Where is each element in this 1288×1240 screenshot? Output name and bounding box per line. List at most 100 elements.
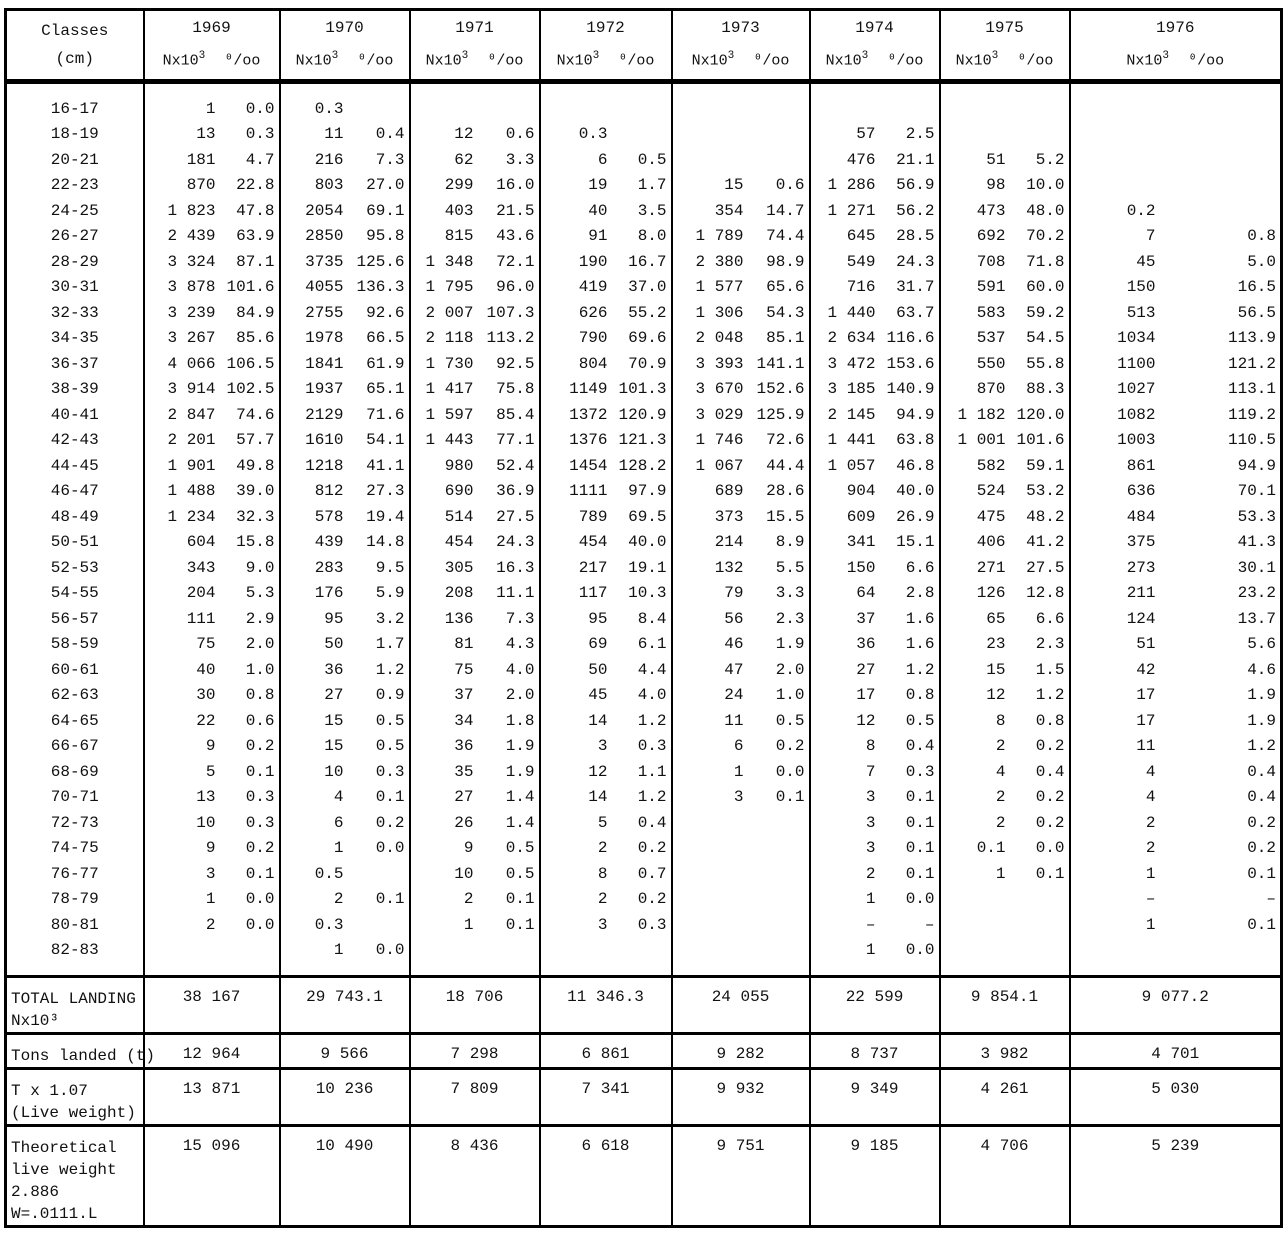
permil-cell: 0.1 — [775, 788, 805, 807]
count-cell: 62 — [408, 147, 478, 173]
table-row: 54-55 204 5.3 176 5.9 208 11.1 117 10.3 79 3.3 64 2.… — [6, 580, 1282, 606]
count-cell: 69 — [538, 631, 612, 657]
count-cell: 3 878 — [142, 274, 220, 300]
permil-cell — [348, 912, 410, 938]
permil-cell: 16.0 — [496, 176, 535, 195]
count-cell: 609 — [808, 504, 880, 530]
table-row: 72-73 10 0.3 6 0.2 26 1.4 5 0.4 3 0.1 2 0.2 2 0.2 — [6, 810, 1282, 836]
permil-cell: 0.3 — [245, 125, 275, 144]
permil-cell: 0.4 — [1035, 762, 1065, 781]
permil-cell: 63.9 — [236, 227, 275, 246]
permil-cell — [1160, 96, 1282, 122]
count-cell: 117 — [538, 580, 612, 606]
count-cell: 1 — [670, 759, 748, 785]
permil-cell: 85.6 — [236, 329, 275, 348]
count-cell: 790 — [538, 325, 612, 351]
permil-cell: 9.0 — [245, 558, 275, 577]
permil-cell — [748, 147, 810, 173]
count-cell: 208 — [408, 580, 478, 606]
permil-cell: 5.0 — [1247, 252, 1276, 271]
count-cell: 1 286 — [808, 172, 880, 198]
count-cell: 1 — [408, 912, 478, 938]
permil-cell: 56.5 — [1237, 303, 1276, 322]
count-cell: 124 — [1068, 606, 1160, 632]
permil-cell — [1160, 173, 1282, 199]
table-row: 40-41 2 847 74.6 2129 71.6 1 597 85.4 1372 120.9… — [6, 402, 1282, 428]
permil-cell: 41.1 — [366, 456, 405, 475]
count-cell: 514 — [408, 504, 478, 530]
permil-cell: 120.9 — [618, 405, 667, 424]
count-cell: 1 441 — [808, 427, 880, 453]
count-cell: 7 — [808, 759, 880, 785]
permil-cell: 16.7 — [628, 252, 667, 271]
permil-cell: 4.0 — [637, 686, 667, 705]
permil-cell: 1.2 — [375, 660, 405, 679]
class-cell: 46-47 — [50, 482, 99, 501]
permil-cell: 1.9 — [505, 737, 535, 756]
permil-cell: 87.1 — [236, 252, 275, 271]
count-cell: 1372 — [538, 402, 612, 428]
permil-cell: 0.8 — [245, 686, 275, 705]
permil-cell: 1.9 — [775, 635, 805, 654]
permil-cell: 59.1 — [1026, 456, 1065, 475]
summary-label-line: 2.886 — [11, 1183, 60, 1201]
class-cell: 44-45 — [50, 456, 99, 475]
permil-cell: 0.4 — [1247, 788, 1276, 807]
count-cell: 35 — [408, 759, 478, 785]
permil-cell — [220, 938, 280, 964]
summary-label-line: Tons landed (t) — [11, 1047, 156, 1065]
permil-cell: 1.7 — [637, 176, 667, 195]
permil-label: ⁰/oo — [224, 52, 261, 70]
table-row: 28-29 3 324 87.1 3735 125.6 1 348 72.1 190 16.7 2… — [6, 249, 1282, 275]
count-cell: 1 182 — [938, 402, 1010, 428]
permil-cell: 92.6 — [366, 303, 405, 322]
count-cell — [670, 810, 748, 836]
count-cell: 1003 — [1068, 427, 1160, 453]
count-cell: 5 — [538, 810, 612, 836]
permil-cell: 74.4 — [766, 227, 805, 246]
permil-cell: 46.8 — [896, 456, 935, 475]
count-cell: 789 — [538, 504, 612, 530]
count-cell: 15 — [670, 172, 748, 198]
count-cell: 1 443 — [408, 427, 478, 453]
permil-cell: 0.0 — [1035, 839, 1065, 858]
permil-cell: 16.5 — [1237, 278, 1276, 297]
permil-cell: 0.4 — [637, 813, 667, 832]
count-cell: 3 670 — [670, 376, 748, 402]
class-cell: 32-33 — [50, 303, 99, 322]
count-cell: 26 — [408, 810, 478, 836]
count-cell: 2 847 — [142, 402, 220, 428]
class-cell: 40-41 — [50, 405, 99, 424]
table-row: 64-65 22 0.6 15 0.5 34 1.8 14 1.2 11 0.5 12 0.5 8 0.8 1… — [6, 708, 1282, 734]
permil-cell: 11.1 — [496, 584, 535, 603]
count-cell: 1 577 — [670, 274, 748, 300]
count-cell: 3 914 — [142, 376, 220, 402]
permil-cell: 0.1 — [245, 864, 275, 883]
table-row: 76-77 3 0.1 0.5 10 0.5 8 0.7 2 0.1 1 0.1 1 0.1 — [6, 861, 1282, 887]
count-cell: 34 — [408, 708, 478, 734]
permil-cell: 1.0 — [245, 660, 275, 679]
count-cell: 204 — [142, 580, 220, 606]
permil-cell: 101.6 — [1016, 431, 1065, 450]
permil-cell: 31.7 — [896, 278, 935, 297]
summary-value: 9 077.2 — [1068, 975, 1282, 1034]
class-cell: 20-21 — [50, 150, 99, 169]
table-row: 44-45 1 901 49.8 1218 41.1 980 52.4 1454 128.2 1 … — [6, 453, 1282, 479]
summary-value: 5 030 — [1068, 1067, 1282, 1126]
summary-value: 38 167 — [142, 975, 280, 1034]
count-cell: 537 — [938, 325, 1010, 351]
permil-cell — [348, 96, 410, 122]
permil-cell: 60.0 — [1026, 278, 1065, 297]
permil-cell — [1160, 938, 1282, 964]
count-cell: 40 — [142, 657, 220, 683]
count-cell: 216 — [278, 147, 348, 173]
permil-cell: 27.3 — [366, 482, 405, 501]
count-cell: 150 — [1068, 274, 1160, 300]
permil-cell: 92.5 — [496, 354, 535, 373]
count-cell: 47 — [670, 657, 748, 683]
permil-cell: 0.5 — [905, 711, 935, 730]
permil-cell: 7.3 — [375, 150, 405, 169]
count-cell: 513 — [1068, 300, 1160, 326]
count-cell: 2 — [938, 784, 1010, 810]
summary-value: 9 751 — [670, 1124, 810, 1227]
